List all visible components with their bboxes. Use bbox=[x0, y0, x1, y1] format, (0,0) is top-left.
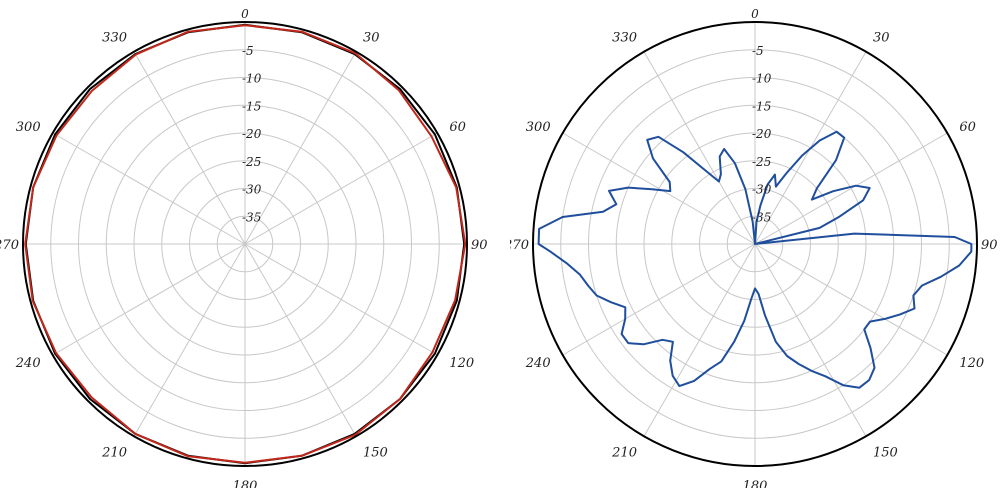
angle-tick-label: 240 bbox=[15, 356, 41, 371]
angle-tick-label: 300 bbox=[16, 120, 41, 135]
grid-spoke-10 bbox=[562, 132, 756, 245]
polar-plot-right: 0 -5 -10 -15 -20 -25 -30 -35 30 60 90 120 150 180 210 2… bbox=[510, 7, 998, 488]
angle-tick-label: 270 bbox=[510, 238, 529, 253]
radial-tick-label: -15 bbox=[752, 99, 771, 113]
radial-tick-label: -30 bbox=[752, 183, 772, 197]
angle-tick-label: 120 bbox=[449, 356, 474, 371]
outer-circle bbox=[532, 21, 978, 467]
series-trace-0 bbox=[537, 130, 973, 389]
grid-spoke-11 bbox=[643, 51, 756, 245]
radial-tick-label: -30 bbox=[242, 183, 262, 197]
grid-spoke-4 bbox=[244, 243, 438, 356]
radial-tick-label: -5 bbox=[242, 44, 254, 58]
grid-spoke-11 bbox=[133, 51, 246, 245]
grid-spoke-7 bbox=[643, 243, 756, 437]
angle-tick-label: 330 bbox=[102, 31, 127, 46]
grid-spoke-5 bbox=[754, 243, 867, 437]
angle-tick-label: 300 bbox=[526, 120, 551, 135]
radial-tick-label: -20 bbox=[752, 127, 772, 141]
angle-tick-label: 210 bbox=[611, 445, 637, 460]
angle-tick-label: 270 bbox=[0, 238, 19, 253]
angle-tick-label: 90 bbox=[471, 238, 488, 253]
angle-tick-label: 30 bbox=[873, 31, 890, 46]
grid-spoke-10 bbox=[52, 132, 246, 245]
angle-tick-label: 60 bbox=[959, 120, 976, 135]
radial-tick-label: -25 bbox=[242, 155, 261, 169]
grid-spoke-8 bbox=[562, 243, 756, 356]
radial-tick-label: -35 bbox=[752, 210, 771, 224]
grid-spoke-2 bbox=[754, 132, 948, 245]
grid-spoke-5 bbox=[244, 243, 357, 437]
radial-tick-label: -10 bbox=[752, 72, 772, 86]
radial-tick-label: -15 bbox=[242, 99, 261, 113]
grid-spoke-7 bbox=[133, 243, 246, 437]
angle-tick-label: 30 bbox=[363, 31, 380, 46]
angle-tick-label: 180 bbox=[233, 479, 258, 488]
angle-tick-label: 210 bbox=[101, 445, 127, 460]
grid-spoke-1 bbox=[244, 51, 357, 245]
angle-tick-label: 180 bbox=[743, 479, 768, 488]
angle-tick-label: 150 bbox=[363, 445, 388, 460]
angle-tick-label: 90 bbox=[981, 238, 998, 253]
radial-tick-label: -5 bbox=[752, 44, 764, 58]
angle-tick-label: 120 bbox=[959, 356, 984, 371]
angle-tick-label: 240 bbox=[525, 356, 551, 371]
angle-tick-label: 330 bbox=[612, 31, 637, 46]
radial-tick-label: -10 bbox=[242, 72, 262, 86]
angle-tick-label: 60 bbox=[449, 120, 466, 135]
grid-spoke-4 bbox=[754, 243, 948, 356]
radial-tick-label: -25 bbox=[752, 155, 771, 169]
radial-tick-label: -20 bbox=[242, 127, 262, 141]
outer-circle bbox=[22, 21, 468, 467]
angle-tick-label: 150 bbox=[873, 445, 898, 460]
grid-spoke-2 bbox=[244, 132, 438, 245]
radial-tick-label: 0 bbox=[241, 7, 249, 21]
grid-spoke-8 bbox=[52, 243, 246, 356]
series-trace-1 bbox=[24, 24, 467, 464]
polar-plot-left: 0 -5 -10 -15 -20 -25 -30 -35 30 60 90 120 150 180 210 2… bbox=[0, 7, 488, 488]
radial-tick-label: -35 bbox=[242, 210, 261, 224]
radial-tick-label: 0 bbox=[751, 7, 759, 21]
